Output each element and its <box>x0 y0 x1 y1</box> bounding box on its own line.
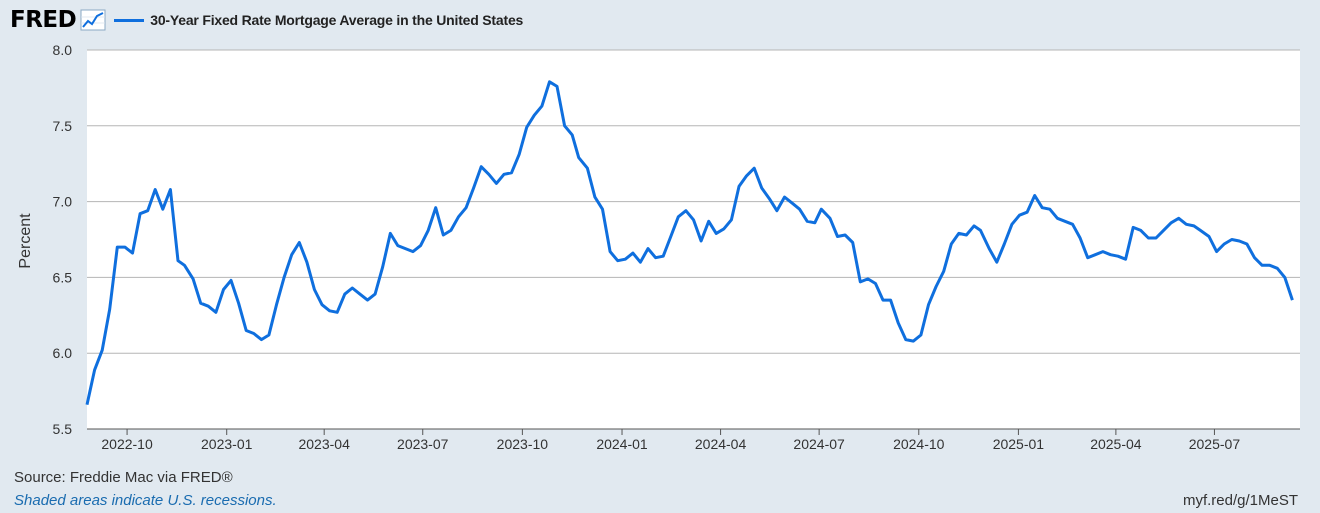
recession-note: Shaded areas indicate U.S. recessions. <box>14 492 277 509</box>
x-tick-label: 2023-07 <box>397 436 449 452</box>
x-tick-label: 2025-01 <box>993 436 1045 452</box>
x-tick-label: 2024-07 <box>793 436 845 452</box>
x-tick-label: 2022-10 <box>101 436 153 452</box>
y-tick-label: 6.0 <box>53 345 73 361</box>
y-tick-label: 8.0 <box>53 42 73 58</box>
y-tick-label: 7.0 <box>53 194 73 210</box>
y-axis-label: Percent <box>17 213 34 269</box>
plot-area <box>87 50 1300 429</box>
x-tick-label: 2025-04 <box>1090 436 1142 452</box>
trend-chart-icon <box>80 9 106 31</box>
series-line[interactable] <box>85 80 1294 406</box>
x-tick-label: 2023-01 <box>201 436 253 452</box>
fred-logo[interactable]: FRED <box>10 7 77 33</box>
x-tick-label: 2024-01 <box>596 436 648 452</box>
y-tick-label: 7.5 <box>53 118 73 134</box>
y-tick-label: 5.5 <box>53 421 73 437</box>
chart-header: FRED 30-Year Fixed Rate Mortgage Average… <box>10 4 523 36</box>
legend-label: 30-Year Fixed Rate Mortgage Average in t… <box>150 12 524 28</box>
x-tick-label: 2023-04 <box>298 436 350 452</box>
legend-swatch <box>114 18 145 22</box>
x-tick-label: 2024-04 <box>695 436 747 452</box>
short-url-link[interactable]: myf.red/g/1MeST <box>1182 492 1298 509</box>
y-tick-label: 6.5 <box>53 269 73 285</box>
chart-legend: 30-Year Fixed Rate Mortgage Average in t… <box>114 12 523 28</box>
source-note: Source: Freddie Mac via FRED® <box>14 469 233 486</box>
x-tick-label: 2024-10 <box>893 436 945 452</box>
x-tick-label: 2023-10 <box>497 436 549 452</box>
x-tick-label: 2025-07 <box>1189 436 1241 452</box>
